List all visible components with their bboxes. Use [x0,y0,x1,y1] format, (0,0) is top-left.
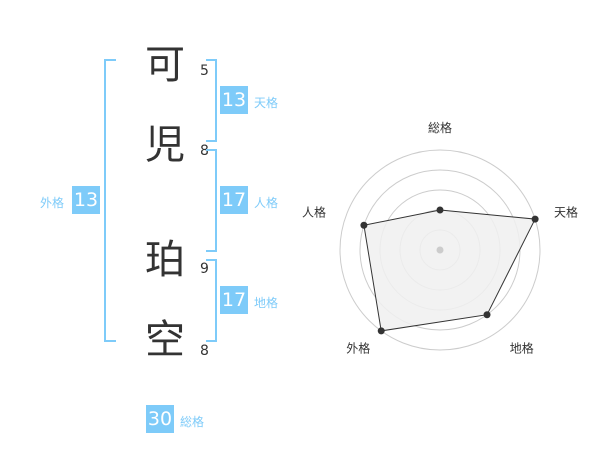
gaikaku-bracket [104,59,116,342]
radar-point [483,311,491,319]
name-char-3: 珀 [145,237,185,283]
name-char-4: 空 [145,317,185,363]
tenkaku-label: 天格 [254,96,279,110]
stroke-count-1: 5 [200,63,209,79]
stroke-count-3: 9 [200,261,209,277]
jinkaku-value: 17 [220,186,248,214]
soukaku-label: 総格 [180,415,205,429]
jinkaku-label: 人格 [254,196,279,210]
radar-area [363,209,536,332]
chikaku-label: 地格 [254,296,279,310]
tenkaku-value: 13 [220,86,248,114]
gaikaku-label: 外格 [40,196,65,210]
jinkaku-bracket [206,149,217,252]
name-char-2: 児 [145,122,185,168]
radar-point [436,206,444,214]
stroke-count-4: 8 [200,343,209,359]
radar-point [531,215,539,223]
chikaku-bracket [206,259,217,342]
radar-axis-label: 外格 [346,341,370,356]
radar-axis-label: 天格 [554,204,578,219]
tenkaku-bracket [206,59,217,142]
radar-point [377,327,385,335]
name-char-1: 可 [145,42,185,88]
soukaku-value: 30 [146,405,174,433]
radar-axis-label: 総格 [428,120,452,135]
radar-point [360,221,368,229]
radar-grid-ring [339,149,541,351]
radar-axis-label: 地格 [510,341,534,356]
radar-axis-label: 人格 [302,204,326,219]
radar-center [436,246,444,254]
stroke-count-2: 8 [200,143,209,159]
chikaku-value: 17 [220,286,248,314]
gaikaku-value: 13 [72,186,100,214]
